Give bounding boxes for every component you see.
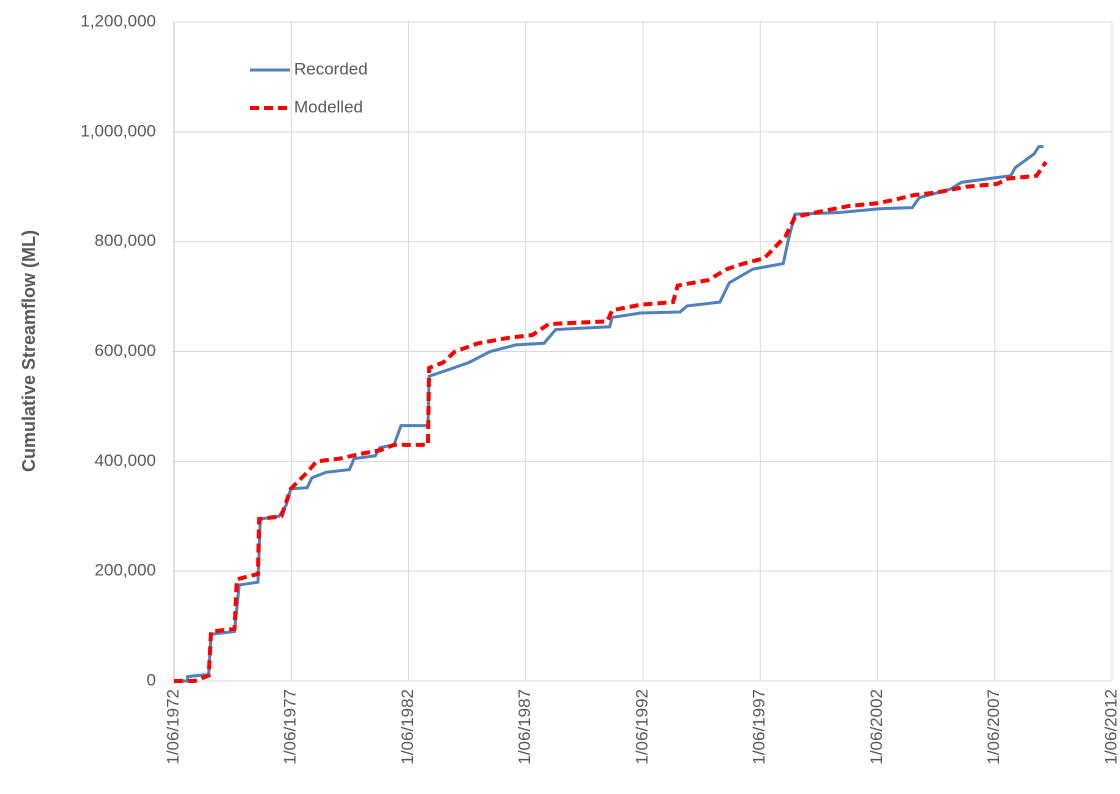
x-tick-label: 1/06/2012 bbox=[1101, 689, 1120, 765]
y-tick-label: 600,000 bbox=[95, 341, 156, 360]
y-tick-label: 0 bbox=[147, 670, 156, 689]
y-axis-title: Cumulative Streamflow (ML) bbox=[19, 230, 39, 472]
x-tick-label: 1/06/2002 bbox=[867, 689, 886, 765]
x-tick-label: 1/06/1972 bbox=[163, 689, 182, 765]
x-tick-label: 1/06/2007 bbox=[984, 689, 1003, 765]
legend-label: Recorded bbox=[294, 59, 368, 78]
x-tick-label: 1/06/1987 bbox=[515, 689, 534, 765]
x-tick-label: 1/06/1992 bbox=[632, 689, 651, 765]
legend-label: Modelled bbox=[294, 97, 363, 116]
x-tick-label: 1/06/1982 bbox=[398, 689, 417, 765]
series-line bbox=[174, 160, 1048, 683]
y-tick-label: 200,000 bbox=[95, 561, 156, 580]
x-tick-label: 1/06/1997 bbox=[750, 689, 769, 765]
y-tick-label: 400,000 bbox=[95, 451, 156, 470]
y-tick-label: 800,000 bbox=[95, 231, 156, 250]
y-tick-label: 1,000,000 bbox=[80, 121, 156, 140]
series-line bbox=[174, 145, 1044, 683]
x-tick-label: 1/06/1977 bbox=[281, 689, 300, 765]
y-tick-label: 1,200,000 bbox=[80, 11, 156, 30]
